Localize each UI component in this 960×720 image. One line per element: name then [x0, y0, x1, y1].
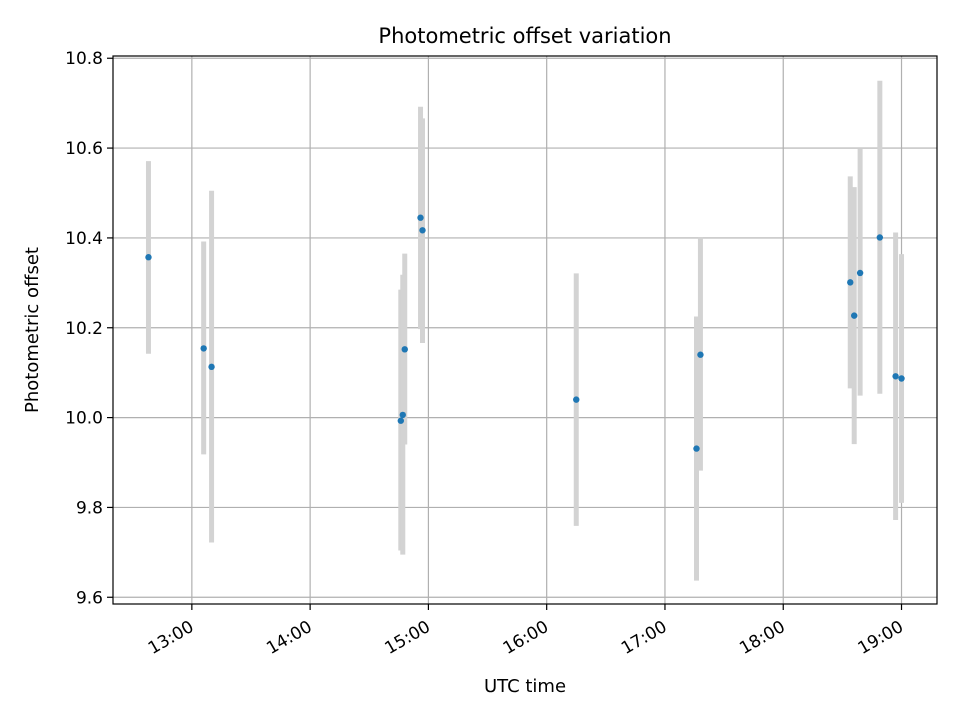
- data-point: [847, 279, 854, 286]
- data-point: [573, 396, 580, 403]
- data-point: [693, 445, 700, 452]
- y-tick-label: 10.4: [65, 229, 103, 249]
- grid: [113, 56, 937, 604]
- x-axis-label: UTC time: [484, 676, 566, 697]
- y-tick-label: 9.8: [76, 498, 103, 518]
- plot-frame: [112, 55, 938, 605]
- data-point: [397, 417, 405, 424]
- y-tick-label: 10.0: [65, 409, 103, 429]
- y-axis-ticks: 9.6 9.8 10.0 10.2 10.4 10.6 10.8: [65, 49, 113, 608]
- data-point: [892, 373, 899, 380]
- data-point: [856, 269, 864, 277]
- data-point: [200, 345, 207, 352]
- data-point: [208, 363, 215, 371]
- data-point: [876, 234, 884, 241]
- data-point: [417, 214, 424, 221]
- data-point: [851, 312, 858, 319]
- y-tick-label: 10.8: [65, 49, 103, 69]
- data-point: [399, 411, 406, 419]
- y-tick-label: 10.6: [65, 139, 103, 159]
- y-tick-label: 10.2: [65, 319, 103, 339]
- data-point: [419, 227, 426, 234]
- chart-title: Photometric offset variation: [378, 24, 671, 48]
- y-axis-label: Photometric offset: [22, 247, 43, 413]
- data-point: [401, 346, 408, 353]
- data-point: [697, 351, 704, 358]
- y-tick-label: 9.6: [76, 588, 103, 608]
- data-points: [145, 214, 905, 452]
- data-point: [145, 254, 152, 261]
- data-point: [898, 375, 905, 382]
